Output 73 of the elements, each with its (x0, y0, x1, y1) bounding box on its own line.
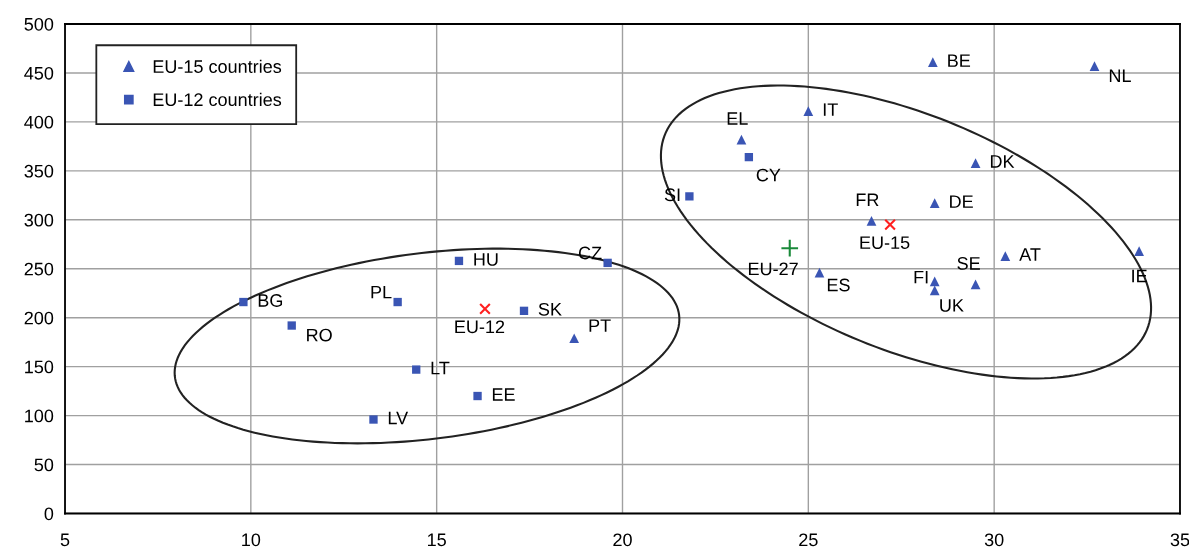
point (454, 256, 464, 266)
point (866, 215, 877, 226)
annotation: EL (727, 112, 748, 125)
annotation: LT (431, 361, 450, 375)
x-tick-label: 15 (428, 533, 446, 547)
point (603, 258, 612, 268)
x-tick-label: 5 (60, 533, 70, 547)
annotation: CZ (578, 246, 602, 260)
y-tick-label: 50 (34, 458, 54, 472)
annotation: AT (1019, 248, 1041, 261)
annotation: EU-27 (748, 262, 798, 276)
annotation: ES (827, 278, 850, 292)
annotation: EE (492, 388, 515, 401)
annotation: FR (856, 193, 879, 206)
y-tick-label: 450 (24, 66, 54, 80)
y-tick-label: 100 (25, 409, 54, 423)
annotation: FI (914, 270, 928, 284)
x-tick-label: 20 (613, 533, 632, 547)
point (744, 152, 754, 162)
point (569, 333, 580, 344)
y-tick-label: 150 (25, 360, 54, 374)
annotation: BE (948, 54, 971, 67)
point (803, 106, 814, 116)
annotation: CY (756, 168, 781, 182)
x-tick-label: 10 (242, 533, 261, 547)
annotation: UK (940, 299, 964, 312)
y-tick-label: 250 (24, 262, 54, 276)
point (1134, 246, 1144, 256)
annotation: DK (990, 155, 1015, 168)
annotation: EU-12 (455, 320, 505, 334)
annotation: SK (538, 302, 562, 316)
y-tick-label: 400 (24, 115, 54, 129)
annotation: SE (957, 257, 980, 270)
point (929, 198, 940, 209)
y-tick-label: 0 (44, 507, 54, 521)
point (929, 276, 940, 287)
x-tick-label: 25 (799, 533, 818, 547)
point (369, 415, 378, 424)
point (287, 321, 296, 330)
annotation: NL (1109, 69, 1131, 82)
point (479, 302, 491, 315)
point (1089, 61, 1100, 71)
point (239, 297, 248, 307)
point (814, 267, 825, 278)
point (473, 391, 482, 401)
y-tick-label: 300 (24, 213, 54, 227)
annotation: BG (258, 294, 283, 307)
point (780, 238, 800, 258)
point (1000, 251, 1011, 261)
y-tick-label: 350 (24, 164, 54, 178)
annotation: PT (589, 319, 611, 332)
point (412, 365, 421, 374)
annotation: HU (474, 253, 498, 266)
annotation: EU-15 (860, 236, 910, 249)
y-tick-label: 500 (24, 17, 54, 31)
point (929, 285, 940, 296)
annotation: RO (307, 328, 332, 342)
point (970, 158, 981, 168)
legend-label: EU-15 countries (153, 59, 282, 73)
legend-label: EU-12 countries (153, 92, 282, 107)
annotation: PL (371, 285, 392, 299)
y-tick-label: 200 (24, 311, 54, 325)
point (393, 297, 402, 307)
point (519, 306, 529, 316)
point (970, 279, 981, 290)
point (927, 57, 938, 68)
x-tick-label: 30 (984, 533, 1004, 547)
annotation: IT (823, 103, 838, 116)
x-tick-label: 35 (1170, 533, 1189, 547)
annotation: LV (388, 411, 409, 425)
point (685, 192, 694, 201)
annotation: DE (950, 195, 973, 208)
point (884, 218, 896, 231)
